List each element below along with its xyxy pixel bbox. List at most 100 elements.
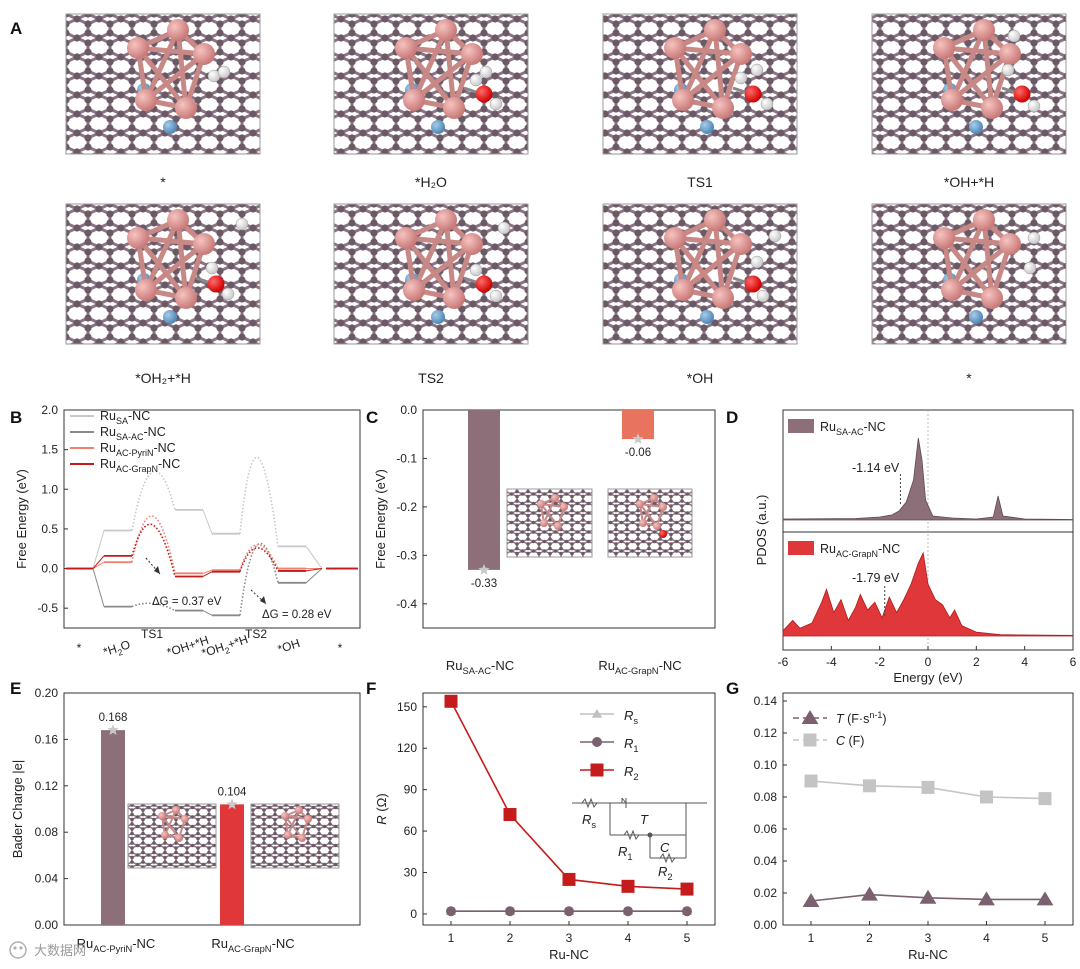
panel-b-free-energy-diagram: -0.5 0.0 0.5 1.0 1.5 2.0 Free Energy (eV) * *H2O… [14,403,361,660]
connector [305,546,323,569]
x-tick-label: 2 [866,931,873,945]
equivalent-circuit-inset: Rs T R1 C R2 [572,797,707,882]
x-tick-label: 1 [448,931,455,945]
data-point [505,906,515,917]
bond [195,276,209,284]
legend-label: R1 [624,736,639,754]
x-category-label: RuAC-GrapN-NC [211,936,294,954]
arrowhead-icon [154,566,160,574]
panel-f-resistance-chart: 0 30 60 90 120 150 1 2 3 4 5 Ru-NC R (Ω) Rs R1 R2 Rs T R1 C… [374,692,716,962]
structure-image-7 [602,203,798,345]
data-point [921,780,935,794]
x-tick-label: 5 [684,931,691,945]
x-tick-label: 1 [808,931,815,945]
oxygen-atom [207,275,225,293]
hydrogen-atom [497,221,511,235]
y-tick-label: 0.00 [754,918,778,932]
x-axis-label: Ru-NC [908,947,948,962]
panel-label-c: C [366,408,378,427]
panel-a-structures: * *H₂O TS1 *OH+*H *OH₂+*H TS2 *OH * [65,13,1067,386]
oxygen-atom [475,275,493,293]
legend: RuSA-NCRuSA-AC-NCRuAC-PyriN-NCRuAC-GrapN… [70,409,180,474]
pdos-area-top [782,437,1074,521]
hydrogen-atom [1027,99,1041,113]
d-band-center-label: -1.79 eV [852,571,900,585]
y-tick-label: 60 [404,824,418,838]
nitrogen-atom [969,120,983,134]
hydrogen-atom [1023,261,1037,275]
legend-swatch [788,541,814,555]
legend-marker [591,709,603,718]
x-tick-label: -2 [874,655,885,669]
panel-label-e: E [10,679,21,698]
series-T [802,886,1054,907]
series-3 [66,515,358,575]
x-category-label: RuAC-GrapN-NC [598,658,681,676]
x-category-label: TS1 [141,627,163,641]
hydrogen-atom [760,97,774,111]
y-tick-label: 1.0 [41,482,58,496]
structure-image-3 [602,13,798,155]
legend-swatch [788,419,814,433]
y-tick-label: 120 [397,741,417,755]
y-tick-label: 0.06 [754,822,778,836]
legend-marker [803,733,817,747]
y-tick-label: 0.00 [35,918,59,932]
data-point [503,808,517,822]
panel-label-b: B [10,408,22,427]
bar-value-label: 0.168 [99,712,128,724]
structure-image-4 [871,13,1067,155]
y-axis-label: PDOS (a.u.) [754,495,769,566]
x-axis-label: Ru-NC [549,947,589,962]
delta-g-annotation: ΔG = 0.37 eV [152,596,222,608]
structure-caption-5: *OH₂+*H [135,370,191,386]
y-axis-label: Free Energy (eV) [14,469,29,569]
data-point [623,906,633,917]
hydrogen-atom [1001,63,1015,77]
bond [463,276,477,284]
data-point [564,906,574,917]
x-axis-label: Energy (eV) [893,670,962,685]
hydrogen-atom [217,65,231,79]
hydrogen-atom [1027,231,1041,245]
legend-label: RuAC-PyriN-NC [100,441,176,458]
plot-frame [63,409,361,629]
legend-marker [590,763,604,777]
data-point [863,779,876,793]
data-point [562,872,576,886]
circuit-label-rs: Rs [582,812,596,830]
x-tick-label: 2 [507,931,514,945]
cpe-t-icon [621,797,627,808]
circuit-label-r2: R2 [658,864,673,882]
hydrogen-atom [221,287,235,301]
y-axis-label: Free Energy (eV) [373,469,388,569]
oxygen-atom [744,275,762,293]
transition-state-curve [239,547,279,572]
hydrogen-atom [756,289,770,303]
legend-label: T (F·sn-1) [836,710,887,726]
data-point [978,891,995,906]
structure-caption-6: TS2 [418,370,444,386]
nitrogen-atom [431,310,445,324]
bar-value-label: -0.33 [471,578,497,590]
x-category-label: * [77,641,82,655]
x-category-label: RuAC-PyriN-NC [77,936,156,954]
y-tick-label: 0.14 [754,694,778,708]
legend-label: C (F) [836,734,864,748]
inset-structure-1 [506,488,593,558]
legend-label: RuAC-GrapN-NC [820,542,900,559]
connector [202,509,213,534]
y-tick-label: 0.12 [35,779,59,793]
structure-caption-7: *OH [687,370,713,386]
hydrogen-atom [750,63,764,77]
watermark: 大数据网 [9,941,86,959]
circuit-label-c: C [660,840,670,855]
structure-image-2 [333,13,529,155]
delta-g-annotation: ΔG = 0.28 eV [262,609,332,621]
structure-image-1 [65,13,261,155]
x-tick-label: 5 [1042,931,1049,945]
hydrogen-atom [750,255,764,269]
x-category-label: TS2 [245,627,267,641]
x-tick-label: 0 [925,655,932,669]
hydrogen-atom [479,65,493,79]
